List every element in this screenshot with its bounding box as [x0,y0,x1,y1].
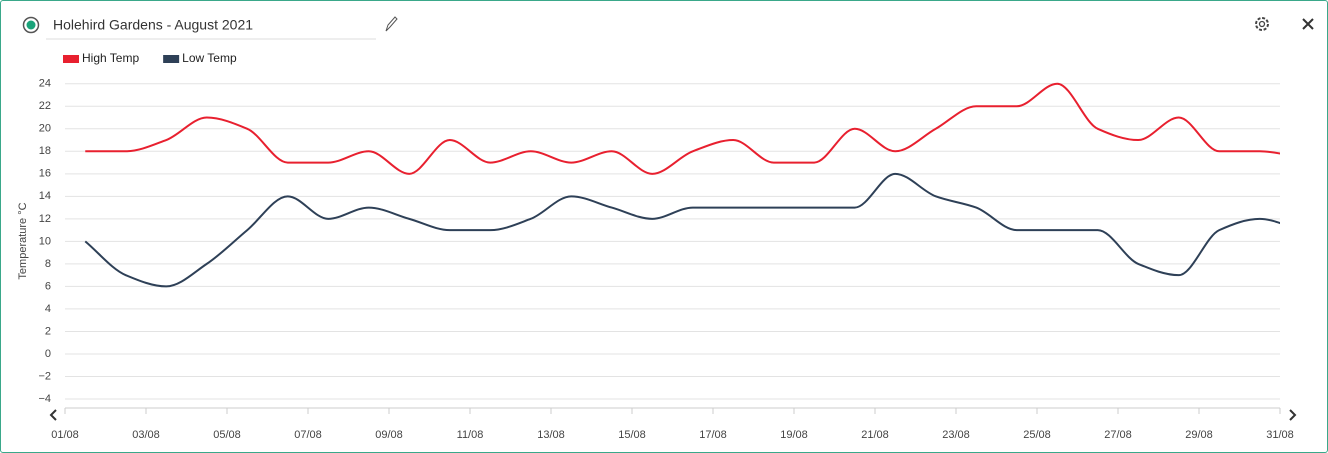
x-tick-label: 09/08 [375,429,403,441]
y-tick-label: 2 [45,325,51,337]
x-tick-label: 29/08 [1185,429,1213,441]
x-tick-label: 19/08 [780,429,808,441]
y-tick-label: 8 [45,258,51,270]
y-tick-label: −4 [38,393,51,405]
y-tick-label: 12 [39,213,51,225]
series-line [84,172,1280,288]
x-tick-label: 17/08 [699,429,727,441]
x-tick-label: 15/08 [618,429,646,441]
y-tick-label: −2 [38,370,51,382]
y-tick-label: 18 [39,145,51,157]
x-tick-label: 05/08 [213,429,241,441]
edit-icon[interactable] [385,16,398,32]
x-tick-label: 27/08 [1104,429,1132,441]
y-tick-label: 0 [45,348,51,360]
radio-icon[interactable] [22,16,40,34]
widget-title: Holehird Gardens - August 2021 [53,17,253,33]
y-tick-label: 6 [45,280,51,292]
legend-swatch [63,55,79,63]
x-tick-label: 21/08 [861,429,889,441]
settings-icon[interactable] [1255,17,1269,31]
x-tick-label: 31/08 [1266,429,1294,441]
x-tick-label: 13/08 [537,429,565,441]
legend-label: High Temp [82,51,139,65]
y-tick-label: 16 [39,168,51,180]
legend-label: Low Temp [182,51,237,65]
y-tick-label: 24 [39,78,51,90]
x-tick-label: 07/08 [294,429,322,441]
y-tick-label: 20 [39,123,51,135]
prev-arrow[interactable] [49,409,57,421]
next-arrow[interactable] [1289,409,1297,421]
x-tick-label: 23/08 [942,429,970,441]
x-tick-label: 11/08 [457,429,484,441]
series-line [85,82,1280,175]
close-icon[interactable] [1302,18,1314,30]
y-tick-label: 14 [39,190,51,202]
y-tick-label: 4 [45,303,51,315]
x-tick-label: 03/08 [132,429,160,441]
x-tick-label: 25/08 [1023,429,1051,441]
y-axis-label: Temperature °C [17,202,29,279]
y-tick-label: 22 [39,100,51,112]
radio-dot [26,20,36,30]
legend-swatch [163,55,180,63]
x-tick-label: 01/08 [51,429,79,441]
y-tick-label: 10 [39,235,51,247]
